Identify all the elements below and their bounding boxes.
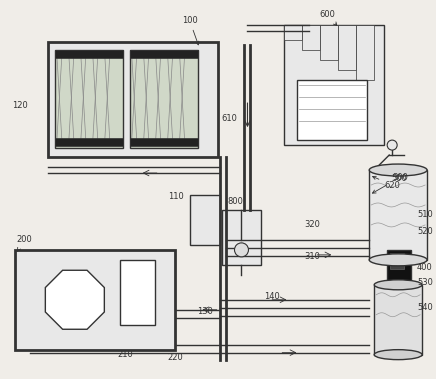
Bar: [369, 170, 427, 260]
Polygon shape: [45, 270, 104, 329]
Bar: [120, 260, 155, 325]
Text: 530: 530: [417, 278, 433, 287]
Bar: [221, 210, 262, 265]
Text: 800: 800: [228, 197, 243, 207]
Bar: [356, 25, 374, 80]
Ellipse shape: [369, 254, 427, 266]
Text: 300: 300: [392, 172, 408, 182]
Bar: [302, 25, 320, 50]
Ellipse shape: [369, 164, 427, 176]
Bar: [130, 50, 198, 58]
Text: 140: 140: [265, 292, 280, 301]
Bar: [387, 250, 411, 285]
Bar: [284, 25, 302, 40]
Text: 130: 130: [198, 307, 214, 316]
Text: 500: 500: [372, 174, 407, 193]
Text: 110: 110: [168, 193, 184, 202]
Bar: [297, 80, 367, 140]
Text: 600: 600: [319, 10, 337, 25]
Ellipse shape: [374, 350, 422, 360]
Text: 100: 100: [182, 16, 199, 45]
Text: 520: 520: [417, 227, 433, 236]
Bar: [55, 50, 123, 58]
Circle shape: [235, 243, 249, 257]
Bar: [338, 25, 356, 70]
Bar: [55, 50, 123, 148]
Text: 540: 540: [417, 303, 433, 312]
Bar: [15, 250, 175, 350]
Ellipse shape: [374, 280, 422, 290]
Bar: [374, 285, 422, 355]
Bar: [130, 50, 198, 148]
Text: 220: 220: [168, 353, 184, 362]
Text: 320: 320: [304, 221, 320, 229]
Bar: [130, 138, 198, 146]
Bar: [390, 253, 404, 269]
Bar: [55, 138, 123, 146]
Text: 210: 210: [118, 350, 133, 359]
Text: 620: 620: [373, 176, 400, 190]
Text: 610: 610: [221, 114, 238, 123]
Text: 120: 120: [12, 101, 28, 110]
Circle shape: [387, 140, 397, 150]
Text: 310: 310: [304, 252, 320, 262]
Bar: [320, 25, 338, 60]
Bar: [284, 25, 384, 145]
Text: 510: 510: [417, 210, 433, 219]
Bar: [190, 195, 220, 245]
Text: 200: 200: [16, 235, 32, 251]
Bar: [48, 42, 218, 157]
Text: 400: 400: [417, 263, 433, 273]
